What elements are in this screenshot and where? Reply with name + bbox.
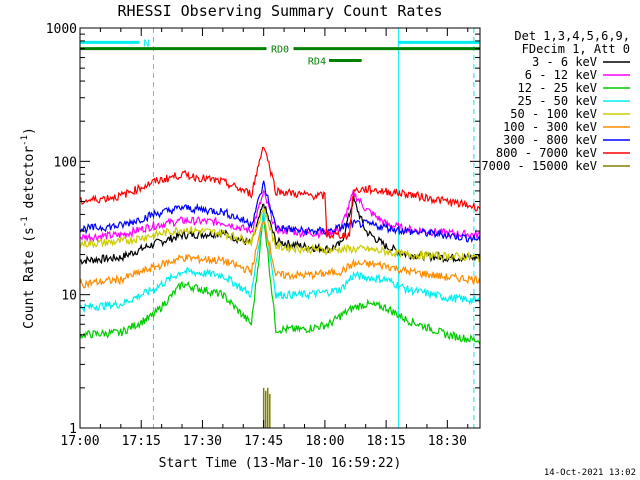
y-tick-label: 1000 <box>46 22 77 37</box>
x-tick-label: 17:15 <box>122 434 161 449</box>
legend-label: 800 - 7000 keV <box>496 146 597 160</box>
legend-label: 300 - 800 keV <box>503 133 597 147</box>
y-tick-label: 1 <box>69 422 77 437</box>
x-axis-label: Start Time (13-Mar-10 16:59:22) <box>159 456 402 471</box>
y-axis-label: Count Rate (s-1 detector-1) <box>20 127 37 329</box>
legend-label: 7000 - 15000 keV <box>481 159 597 173</box>
series-line-6 <box>79 180 481 243</box>
x-tick-label: 17:30 <box>183 434 222 449</box>
legend-header-line2: FDecim 1, Att 0 <box>522 42 630 56</box>
plot-frame <box>79 27 481 429</box>
legend-label: 6 - 12 keV <box>525 68 597 82</box>
legend-header-line1: Det 1,3,4,5,6,9, <box>514 29 630 43</box>
series-line-7 <box>79 146 481 241</box>
legend-label: 12 - 25 keV <box>518 81 597 95</box>
series-line-4 <box>79 207 481 263</box>
legend-label: 100 - 300 keV <box>503 120 597 134</box>
footer-timestamp: 14-Oct-2021 13:02 <box>544 468 636 478</box>
x-tick-label: 17:45 <box>244 434 283 449</box>
x-tick-label: 18:00 <box>305 434 344 449</box>
legend-label: 25 - 50 keV <box>518 94 597 108</box>
x-tick-label: 18:15 <box>367 434 406 449</box>
plot-marks: N RD0 RD4 <box>79 28 481 428</box>
x-tick-label: 17:00 <box>60 434 99 449</box>
series-line-1 <box>79 189 481 243</box>
legend-label: 3 - 6 keV <box>532 55 597 69</box>
y-axis-label-sup1: -1 <box>20 216 30 227</box>
x-tick-label: 18:30 <box>428 434 467 449</box>
y-tick-label: 100 <box>54 155 77 170</box>
y-tick-label: 10 <box>61 289 77 304</box>
series-line-5 <box>79 219 481 289</box>
y-axis-label-sup2: -1 <box>20 135 30 146</box>
chart-title: RHESSI Observing Summary Count Rates <box>117 2 442 20</box>
annotation-label: RD4 <box>308 57 326 68</box>
series-line-2 <box>79 213 481 345</box>
annotation-label: RD0 <box>271 45 289 56</box>
y-axis-label-end: ) <box>22 127 37 135</box>
annotation-label: N <box>143 38 149 49</box>
series-line-3 <box>79 211 481 314</box>
y-axis-label-part2: detector <box>22 146 37 217</box>
y-axis-label-part1: Count Rate (s <box>22 227 37 329</box>
legend: Det 1,3,4,5,6,9, FDecim 1, Att 0 3 - 6 k… <box>481 29 630 173</box>
legend-label: 50 - 100 keV <box>510 107 597 121</box>
